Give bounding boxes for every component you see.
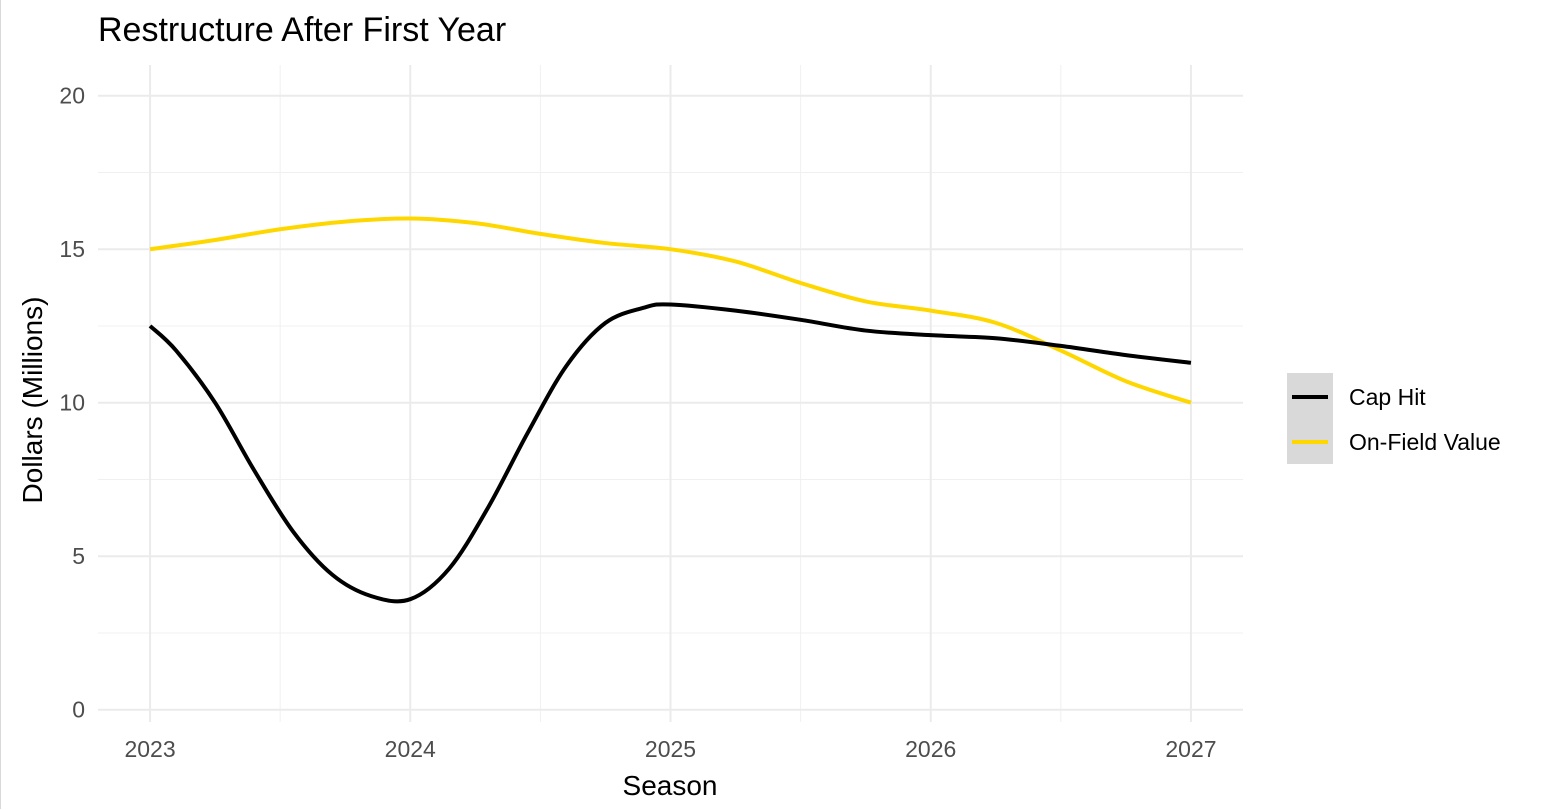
y-tick-label: 15 [59, 236, 85, 262]
x-tick-label: 2027 [1165, 736, 1216, 762]
series-layer [148, 216, 1192, 604]
y-tick-label: 20 [59, 83, 85, 109]
y-tick-label: 5 [72, 543, 85, 569]
grid-lines [98, 65, 1243, 722]
legend-label-on-field-value: On-Field Value [1349, 429, 1501, 455]
y-axis-ticks: 0 5 10 15 20 [59, 83, 85, 723]
y-tick-label: 0 [72, 697, 85, 723]
legend-label-cap-hit: Cap Hit [1349, 384, 1426, 410]
legend: Cap Hit On-Field Value [1287, 373, 1501, 464]
x-tick-label: 2023 [124, 736, 175, 762]
series-line-on-field-value [149, 216, 1192, 405]
x-tick-label: 2026 [905, 736, 956, 762]
x-axis-ticks: 2023 2024 2025 2026 2027 [124, 736, 1216, 762]
x-axis-title: Season [623, 770, 718, 801]
x-tick-label: 2024 [385, 736, 436, 762]
legend-key-background [1287, 373, 1333, 464]
chart-title: Restructure After First Year [98, 11, 506, 49]
series-line-cap-hit [148, 302, 1192, 604]
y-tick-label: 10 [59, 390, 85, 416]
x-tick-label: 2025 [645, 736, 696, 762]
y-axis-title: Dollars (Millions) [17, 297, 48, 504]
